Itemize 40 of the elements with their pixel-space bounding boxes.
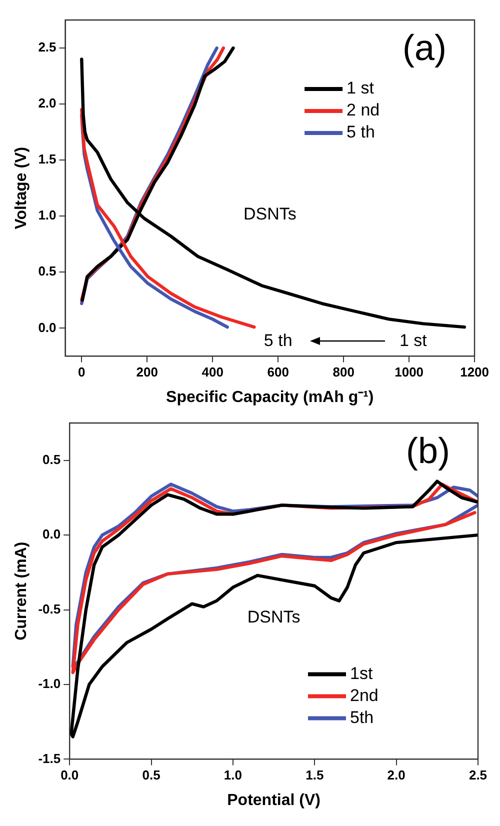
- y-tick-label: 0.0: [42, 526, 61, 542]
- x-tick-label: 800: [332, 364, 354, 380]
- annotation: 5 th: [264, 330, 292, 350]
- y-tick-label: -0.5: [38, 601, 61, 616]
- legend-label: 1 st: [346, 78, 374, 98]
- legend-label: 1st: [350, 664, 373, 683]
- legend-label: 2nd: [350, 686, 378, 705]
- y-tick-label: -1.5: [38, 750, 61, 766]
- x-tick-label: 1.5: [306, 768, 324, 783]
- x-tick-label: 2.5: [468, 768, 488, 783]
- y-axis-title: Current (mA): [13, 542, 30, 640]
- x-tick-label: 0.0: [60, 768, 79, 783]
- legend-label: 5th: [350, 708, 374, 727]
- x-tick-label: 2.0: [387, 768, 406, 783]
- x-tick-label: 400: [202, 364, 224, 380]
- legend-label: 2 nd: [346, 100, 380, 120]
- y-tick-label: 2.5: [38, 40, 56, 55]
- annotation: DSNTs: [247, 608, 300, 627]
- y-tick-label: -1.0: [38, 676, 61, 692]
- y-tick-label: 1.5: [38, 152, 56, 167]
- y-tick-label: 0.5: [38, 264, 56, 279]
- y-axis-title: Voltage (V): [13, 146, 30, 230]
- x-tick-label: 1000: [394, 364, 424, 380]
- y-tick-label: 2.0: [38, 96, 56, 111]
- x-tick-label: 0.5: [142, 768, 160, 783]
- legend-label: 5 th: [346, 122, 375, 142]
- y-tick-label: 0.5: [42, 452, 61, 467]
- x-tick-label: 600: [267, 364, 289, 380]
- annotation: DSNTs: [243, 204, 296, 224]
- annotation: 1 st: [399, 330, 428, 350]
- x-tick-label: 200: [136, 364, 158, 380]
- x-tick-label: 1.0: [224, 768, 242, 783]
- x-tick-label: 0: [78, 364, 86, 380]
- x-axis-title: Specific Capacity (mAh g⁻¹): [166, 388, 374, 406]
- y-tick-label: 1.0: [38, 208, 56, 223]
- chart-title: (b): [406, 430, 450, 471]
- x-tick-label: 1200: [460, 364, 489, 380]
- y-tick-label: 0.0: [38, 320, 56, 335]
- x-axis-title: Potential (V): [227, 792, 320, 809]
- chart-title: (a): [402, 26, 447, 68]
